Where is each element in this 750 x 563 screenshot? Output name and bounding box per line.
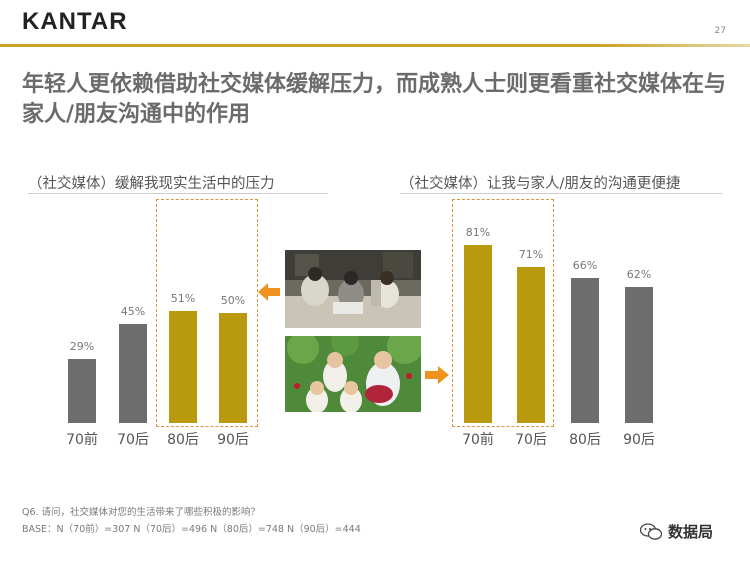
value-label: 51% — [170, 291, 196, 305]
left-arrow-icon — [258, 283, 280, 301]
family-photo — [285, 336, 421, 412]
category-label: 90后 — [623, 432, 655, 448]
right-highlight-box — [452, 199, 554, 427]
left-chart-title-rule — [28, 193, 328, 194]
bar-right-2 — [571, 277, 599, 423]
bar-right-1 — [517, 266, 545, 423]
bar-left-2 — [169, 310, 197, 423]
question-note: Q6. 请问，社交媒体对您的生活带来了哪些积极的影响？ — [22, 507, 261, 518]
value-label: 62% — [626, 267, 652, 281]
header-rule — [0, 44, 750, 47]
category-label: 90后 — [217, 432, 249, 448]
category-label: 80后 — [569, 432, 601, 448]
right-arrow-icon — [425, 366, 449, 384]
slide-title: 年轻人更依赖借助社交媒体缓解压力，而成熟人士则更看重社交媒体在与家人/朋友沟通中… — [22, 72, 727, 127]
right-chart-title: （社交媒体）让我与家人/朋友的沟通更便捷 — [400, 176, 681, 192]
bar-left-1 — [119, 324, 147, 423]
watermark: 数据局 — [640, 521, 713, 542]
value-label: 29% — [69, 340, 95, 354]
category-label: 70后 — [117, 432, 149, 448]
category-label: 70前 — [66, 432, 98, 448]
category-label: 70前 — [462, 432, 494, 448]
bar-left-3 — [219, 313, 247, 423]
value-label: 50% — [220, 294, 246, 307]
watermark-text: 数据局 — [668, 523, 714, 541]
page-number: 27 — [714, 26, 726, 36]
base-note: BASE：N（70前）=307 N（70后）=496 N（80后）=748 N（… — [22, 524, 361, 535]
wechat-icon — [640, 522, 662, 540]
bar-right-3 — [625, 286, 653, 423]
value-label: 45% — [120, 305, 146, 318]
value-label: 81% — [465, 225, 491, 239]
value-label: 66% — [572, 258, 598, 272]
category-label: 70后 — [515, 432, 547, 448]
kantar-logo: KANTAR — [22, 8, 128, 35]
office-meeting-photo — [285, 250, 421, 328]
left-highlight-box — [156, 199, 258, 427]
bar-left-0 — [68, 359, 96, 423]
value-label: 71% — [518, 247, 544, 261]
category-label: 80后 — [167, 432, 199, 448]
right-chart-title-rule — [400, 193, 722, 194]
bar-right-0 — [464, 244, 492, 423]
left-chart-title: （社交媒体）缓解我现实生活中的压力 — [28, 176, 275, 192]
